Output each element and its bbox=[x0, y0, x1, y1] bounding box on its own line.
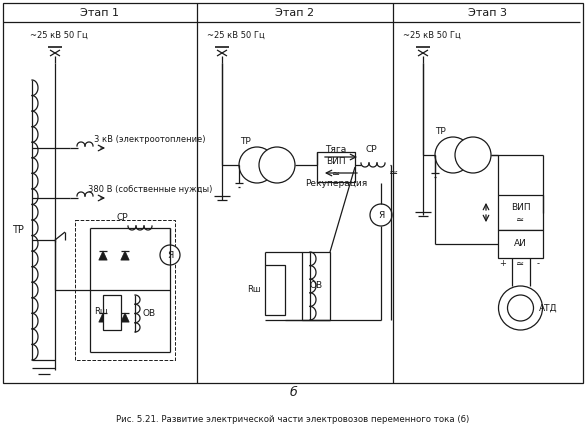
Circle shape bbox=[435, 137, 471, 173]
Text: ВИП: ВИП bbox=[326, 157, 346, 166]
Text: ~25 кВ 50 Гц: ~25 кВ 50 Гц bbox=[207, 30, 265, 39]
Circle shape bbox=[507, 295, 533, 321]
Polygon shape bbox=[99, 251, 107, 260]
Text: 380 В (собственные нужды): 380 В (собственные нужды) bbox=[88, 185, 212, 194]
Circle shape bbox=[370, 204, 392, 226]
Text: ТР: ТР bbox=[240, 136, 250, 145]
Text: ≃: ≃ bbox=[389, 168, 398, 178]
Text: ≃: ≃ bbox=[516, 259, 524, 269]
Circle shape bbox=[160, 245, 180, 265]
Polygon shape bbox=[121, 313, 129, 322]
Text: АИ: АИ bbox=[514, 239, 527, 248]
Bar bbox=[75, 220, 175, 360]
Polygon shape bbox=[121, 251, 129, 260]
Text: ТР: ТР bbox=[12, 225, 24, 235]
Text: ВИП: ВИП bbox=[510, 202, 530, 211]
Text: ТР: ТР bbox=[435, 127, 445, 136]
Bar bbox=[498, 195, 543, 230]
Text: Этап 3: Этап 3 bbox=[468, 8, 507, 18]
Bar bbox=[265, 265, 285, 315]
Text: ≃: ≃ bbox=[516, 215, 524, 225]
Bar bbox=[302, 252, 330, 320]
Text: Я: Я bbox=[378, 211, 384, 220]
Text: ≃: ≃ bbox=[332, 169, 340, 179]
Text: -: - bbox=[537, 260, 540, 269]
Text: б: б bbox=[289, 387, 297, 399]
Text: ОВ: ОВ bbox=[309, 281, 322, 290]
Circle shape bbox=[259, 147, 295, 183]
Bar bbox=[317, 152, 355, 182]
Text: ОВ: ОВ bbox=[142, 308, 155, 317]
Circle shape bbox=[239, 147, 275, 183]
Text: Тяга: Тяга bbox=[325, 145, 347, 154]
Text: Rш: Rш bbox=[94, 308, 108, 317]
Text: СР: СР bbox=[365, 145, 377, 154]
Text: +: + bbox=[499, 260, 506, 269]
Text: Этап 1: Этап 1 bbox=[80, 8, 120, 18]
Text: СР: СР bbox=[116, 214, 128, 223]
Text: Я: Я bbox=[167, 251, 173, 260]
Text: Рекуперация: Рекуперация bbox=[305, 178, 367, 187]
Circle shape bbox=[499, 286, 543, 330]
Bar bbox=[3, 3, 583, 383]
Text: ~25 кВ 50 Гц: ~25 кВ 50 Гц bbox=[30, 30, 88, 39]
Bar bbox=[103, 295, 121, 330]
Bar bbox=[498, 230, 543, 258]
Polygon shape bbox=[99, 313, 107, 322]
Circle shape bbox=[455, 137, 491, 173]
Text: ~25 кВ 50 Гц: ~25 кВ 50 Гц bbox=[403, 30, 461, 39]
Text: Этап 2: Этап 2 bbox=[275, 8, 315, 18]
Text: АТД: АТД bbox=[539, 303, 558, 312]
Text: 3 кВ (электроотопление): 3 кВ (электроотопление) bbox=[94, 136, 206, 145]
Text: Рис. 5.21. Развитие электрической части электровозов переменного тока (б): Рис. 5.21. Развитие электрической части … bbox=[117, 416, 469, 425]
Text: Rш: Rш bbox=[247, 286, 261, 294]
